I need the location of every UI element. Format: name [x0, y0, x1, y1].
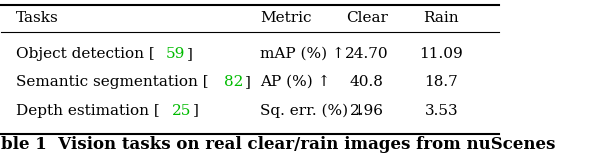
Text: Metric: Metric — [260, 11, 311, 25]
Text: Object detection [: Object detection [ — [16, 47, 155, 61]
Text: ble 1  Vision tasks on real clear/rain images from nuScenes: ble 1 Vision tasks on real clear/rain im… — [1, 136, 556, 154]
Text: Depth estimation [: Depth estimation [ — [16, 104, 160, 117]
Text: 82: 82 — [225, 75, 244, 89]
Text: Tasks: Tasks — [16, 11, 59, 25]
Text: 40.8: 40.8 — [350, 75, 384, 89]
Text: 24.70: 24.70 — [345, 47, 388, 61]
Text: Semantic segmentation [: Semantic segmentation [ — [16, 75, 209, 89]
Text: ]: ] — [192, 104, 198, 117]
Text: Sq. err. (%) ↓: Sq. err. (%) ↓ — [260, 103, 366, 118]
Text: 3.53: 3.53 — [425, 104, 458, 117]
Text: 11.09: 11.09 — [419, 47, 463, 61]
Text: Clear: Clear — [346, 11, 388, 25]
Text: ]: ] — [245, 75, 251, 89]
Text: 18.7: 18.7 — [425, 75, 459, 89]
Text: Rain: Rain — [424, 11, 459, 25]
Text: 2.96: 2.96 — [350, 104, 384, 117]
Text: mAP (%) ↑: mAP (%) ↑ — [260, 47, 345, 61]
Text: 59: 59 — [166, 47, 185, 61]
Text: 25: 25 — [172, 104, 191, 117]
Text: AP (%) ↑: AP (%) ↑ — [260, 75, 330, 89]
Text: ]: ] — [187, 47, 193, 61]
